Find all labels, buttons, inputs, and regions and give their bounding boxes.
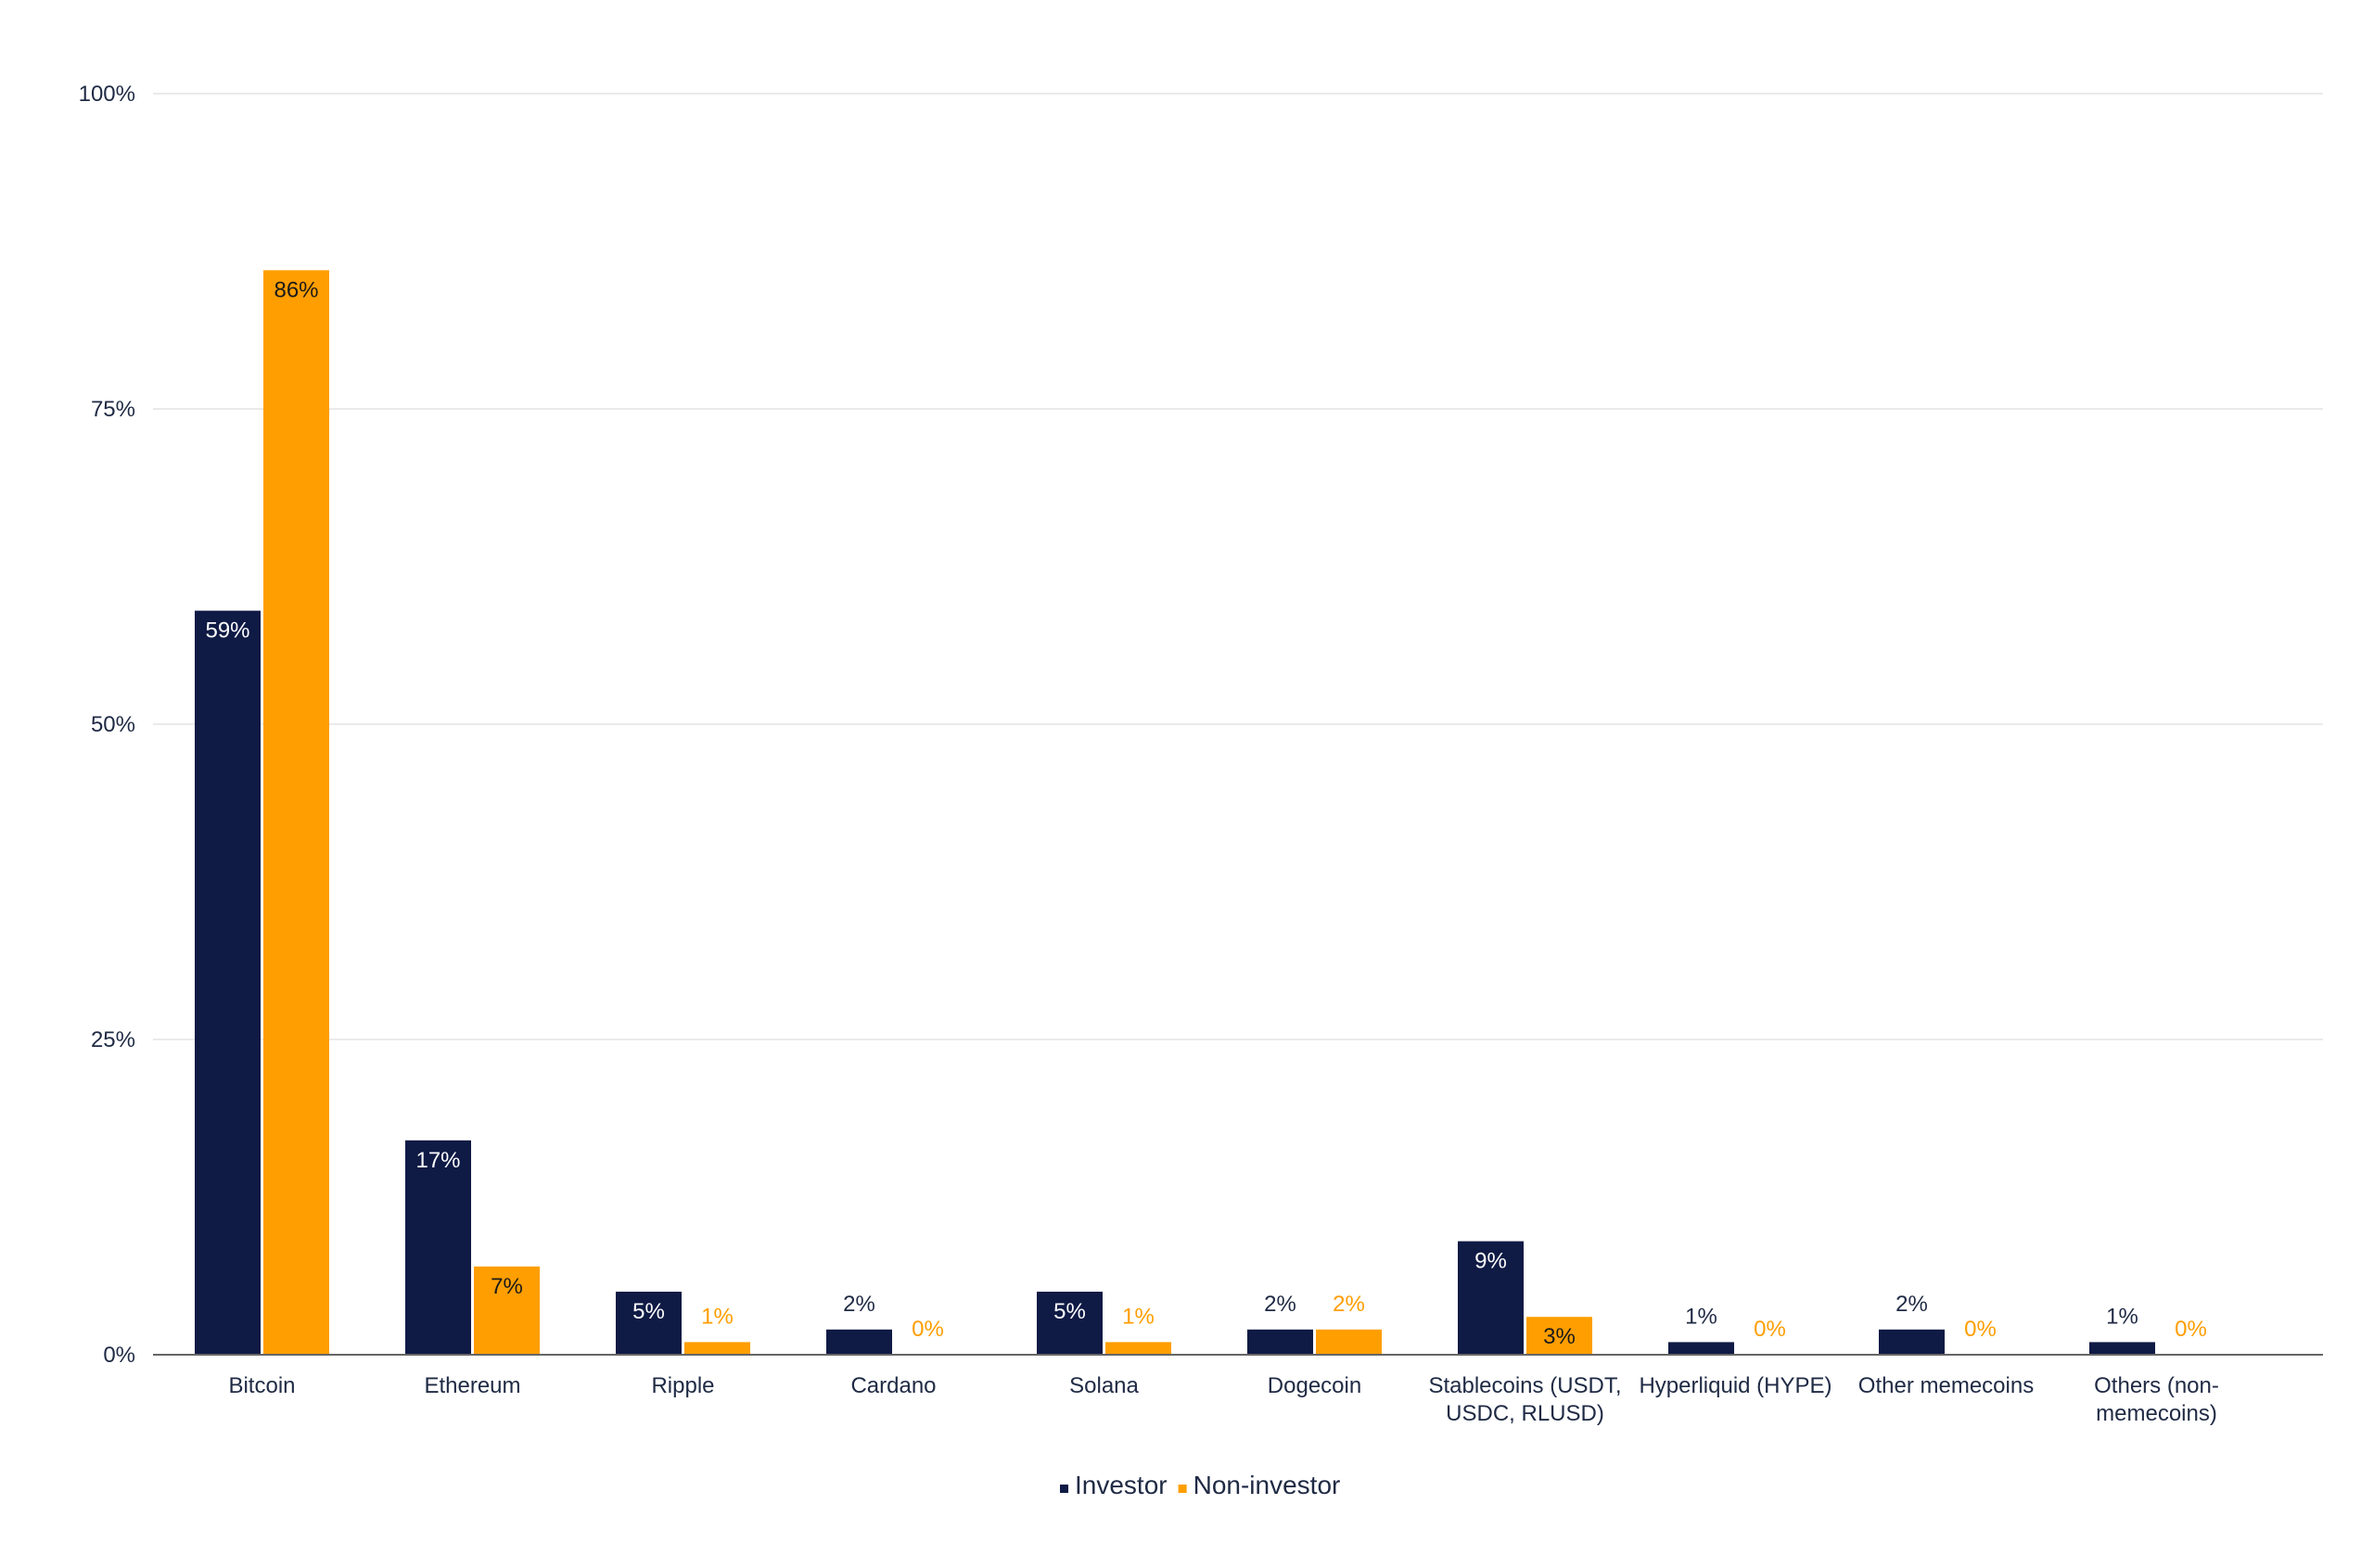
data-label: 2% bbox=[1333, 1292, 1365, 1317]
bar-investor bbox=[195, 610, 261, 1355]
legend-swatch bbox=[1178, 1485, 1187, 1493]
y-axis-tick-labels: 0% 25% 50% 75% 100% bbox=[79, 82, 135, 1368]
gridlines bbox=[153, 93, 2323, 1040]
bar-investor bbox=[1037, 1292, 1103, 1355]
data-label: 2% bbox=[1895, 1292, 1928, 1317]
bar-investor bbox=[2089, 1342, 2155, 1355]
bar-investor bbox=[1247, 1329, 1313, 1355]
x-category-label: Bitcoin bbox=[228, 1373, 295, 1398]
data-label: 1% bbox=[1685, 1304, 1717, 1329]
bar-non-investor bbox=[1526, 1317, 1592, 1355]
data-label: 17% bbox=[415, 1148, 460, 1173]
data-label: 5% bbox=[632, 1299, 665, 1324]
x-category-label: memecoins) bbox=[2096, 1401, 2217, 1426]
bar-investor bbox=[1458, 1241, 1524, 1355]
x-category-label: Hyperliquid (HYPE) bbox=[1639, 1373, 1832, 1398]
x-category-label: USDC, RLUSD) bbox=[1446, 1401, 1604, 1426]
data-label: 59% bbox=[205, 618, 249, 644]
bar-investor bbox=[826, 1329, 892, 1355]
bar-investor bbox=[616, 1292, 682, 1355]
data-label: 3% bbox=[1543, 1324, 1576, 1349]
x-axis-category-labels: Bitcoin Ethereum Ripple Cardano Solana Dogeco… bbox=[228, 1373, 2218, 1426]
legend-label: Investor bbox=[1075, 1471, 1168, 1499]
data-label: 9% bbox=[1474, 1249, 1507, 1274]
x-category-label: Cardano bbox=[850, 1373, 936, 1398]
bar-non-investor bbox=[263, 270, 329, 1355]
data-label: 0% bbox=[1964, 1317, 1997, 1342]
bar-non-investor bbox=[1316, 1329, 1382, 1355]
bar-investor bbox=[405, 1140, 471, 1355]
bar-investor bbox=[1879, 1329, 1945, 1355]
y-tick-label: 25% bbox=[91, 1027, 135, 1052]
bar-non-investor bbox=[684, 1342, 750, 1355]
data-label: 0% bbox=[1754, 1317, 1786, 1342]
x-category-label: Solana bbox=[1069, 1373, 1139, 1398]
y-tick-label: 0% bbox=[103, 1343, 135, 1368]
x-category-label: Stablecoins (USDT, bbox=[1428, 1373, 1621, 1398]
data-label: 1% bbox=[1122, 1304, 1155, 1329]
x-category-label: Ethereum bbox=[424, 1373, 520, 1398]
data-label: 1% bbox=[701, 1304, 734, 1329]
data-label: 1% bbox=[2106, 1304, 2138, 1329]
legend-swatch bbox=[1060, 1485, 1068, 1493]
data-label: 2% bbox=[1264, 1292, 1296, 1317]
legend-label: Non-investor bbox=[1193, 1471, 1341, 1499]
bar-non-investor bbox=[474, 1266, 540, 1355]
y-tick-label: 100% bbox=[79, 82, 135, 107]
y-tick-label: 75% bbox=[91, 397, 135, 422]
y-tick-label: 50% bbox=[91, 712, 135, 737]
legend: Investor Non-investor bbox=[1060, 1471, 1340, 1499]
data-label: 0% bbox=[912, 1317, 944, 1342]
x-category-label: Other memecoins bbox=[1858, 1373, 2034, 1398]
x-category-label: Dogecoin bbox=[1268, 1373, 1361, 1398]
x-category-label: Ripple bbox=[651, 1373, 714, 1398]
data-label: 7% bbox=[491, 1274, 523, 1299]
bar-investor bbox=[1668, 1342, 1734, 1355]
bar-non-investor bbox=[1105, 1342, 1171, 1355]
bars bbox=[195, 270, 2155, 1355]
x-category-label: Others (non- bbox=[2094, 1373, 2219, 1398]
data-label: 86% bbox=[274, 277, 318, 302]
data-label: 0% bbox=[2175, 1317, 2207, 1342]
data-labels: 59% 86% 17% 7% 5% 1% 2% 0% 5% 1% 2% 2% 9% 3% 1% 0% 2% 0% 1… bbox=[205, 277, 2206, 1349]
data-label: 2% bbox=[843, 1292, 875, 1317]
data-label: 5% bbox=[1053, 1299, 1086, 1324]
